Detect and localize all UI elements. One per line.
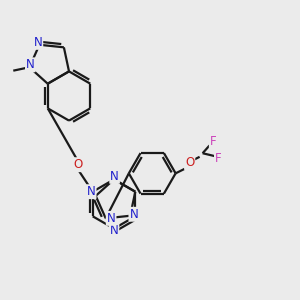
Text: N: N [110,170,119,183]
Text: F: F [215,152,221,165]
Text: N: N [107,212,116,225]
Text: N: N [110,224,118,237]
Text: O: O [73,158,82,171]
Text: N: N [87,185,96,198]
Text: N: N [34,36,42,49]
Text: N: N [26,58,35,71]
Text: F: F [210,135,216,148]
Text: O: O [185,156,194,169]
Text: N: N [129,208,138,221]
